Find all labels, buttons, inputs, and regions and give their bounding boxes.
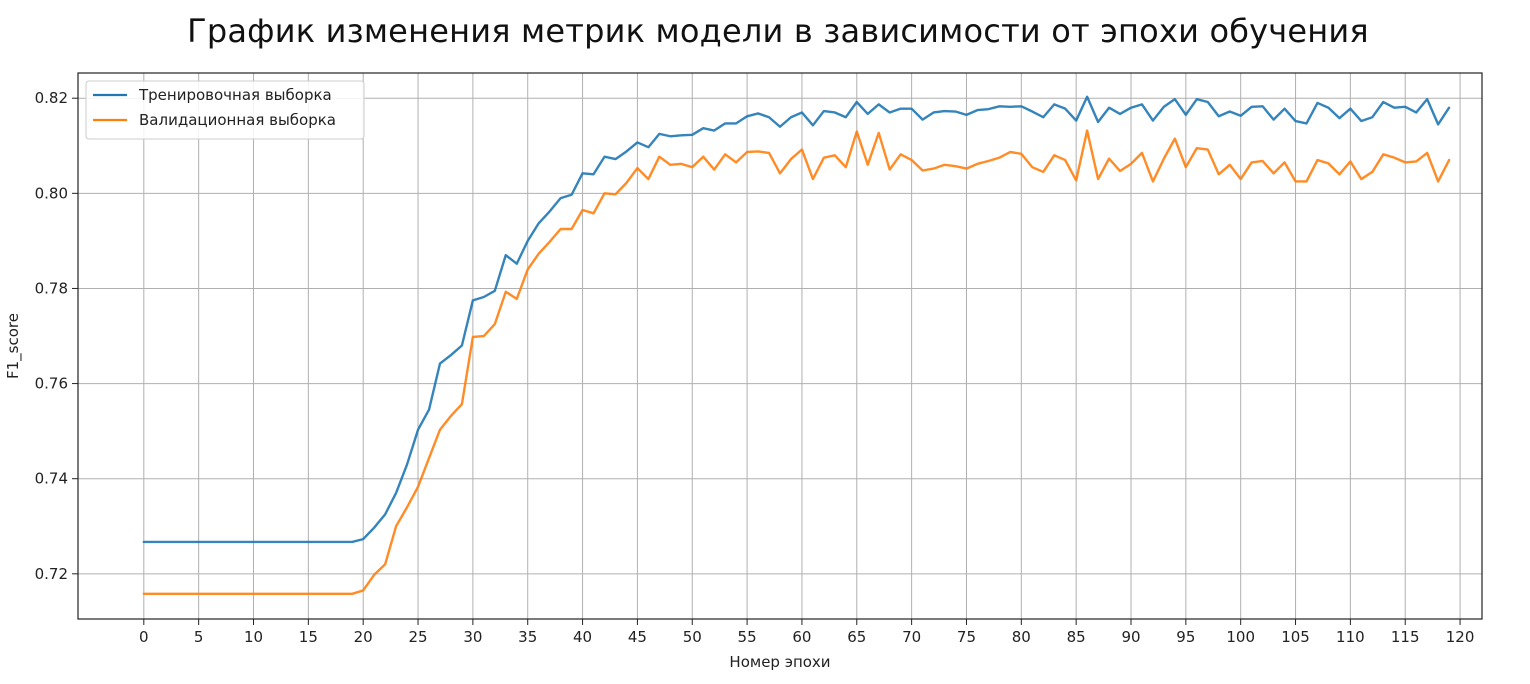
- x-tick-label: 20: [354, 628, 373, 646]
- x-tick-label: 75: [957, 628, 976, 646]
- x-tick-label: 5: [194, 628, 204, 646]
- x-tick-label: 110: [1336, 628, 1365, 646]
- x-tick-label: 65: [847, 628, 866, 646]
- x-tick-label: 55: [738, 628, 757, 646]
- axis-ticks: 0 5 10 15 20 25 30 35 40 45 50 55 60 65 70 75 80 85 90 95 10…: [35, 89, 1475, 646]
- x-tick-label: 70: [902, 628, 921, 646]
- series-lines: [142, 95, 1451, 595]
- legend-label-train: Тренировочная выборка: [138, 86, 332, 104]
- y-tick-label: 0.80: [35, 184, 68, 202]
- x-tick-label: 40: [573, 628, 592, 646]
- x-axis-label: Номер эпохи: [729, 653, 830, 671]
- x-tick-label: 105: [1281, 628, 1310, 646]
- legend-box: [85, 80, 365, 140]
- x-tick-label: 35: [518, 628, 537, 646]
- x-tick-label: 95: [1176, 628, 1195, 646]
- x-tick-label: 60: [792, 628, 811, 646]
- x-tick-label: 90: [1121, 628, 1140, 646]
- x-tick-label: 115: [1391, 628, 1420, 646]
- legend: Тренировочная выборка Валидационная выбо…: [85, 80, 365, 140]
- x-tick-label: 0: [139, 628, 149, 646]
- chart-title: График изменения метрик модели в зависим…: [187, 12, 1369, 50]
- x-tick-label: 85: [1067, 628, 1086, 646]
- y-tick-label: 0.74: [35, 470, 68, 488]
- plot-frame: [77, 72, 1483, 620]
- legend-label-validation: Валидационная выборка: [139, 111, 336, 129]
- y-tick-label: 0.72: [35, 565, 68, 583]
- series-line-train: [142, 95, 1451, 544]
- x-tick-label: 25: [408, 628, 427, 646]
- y-tick-label: 0.82: [35, 89, 68, 107]
- series-line-validation: [142, 129, 1451, 595]
- x-tick-label: 45: [628, 628, 647, 646]
- y-tick-label: 0.78: [35, 279, 68, 297]
- x-tick-label: 30: [463, 628, 482, 646]
- y-axis-label: F1_score: [4, 313, 23, 379]
- x-tick-label: 10: [244, 628, 263, 646]
- x-tick-label: 120: [1446, 628, 1475, 646]
- x-tick-label: 80: [1012, 628, 1031, 646]
- grid-lines: [78, 73, 1482, 619]
- y-tick-label: 0.76: [35, 375, 68, 393]
- x-tick-label: 50: [683, 628, 702, 646]
- x-tick-label: 15: [299, 628, 318, 646]
- x-tick-label: 100: [1226, 628, 1255, 646]
